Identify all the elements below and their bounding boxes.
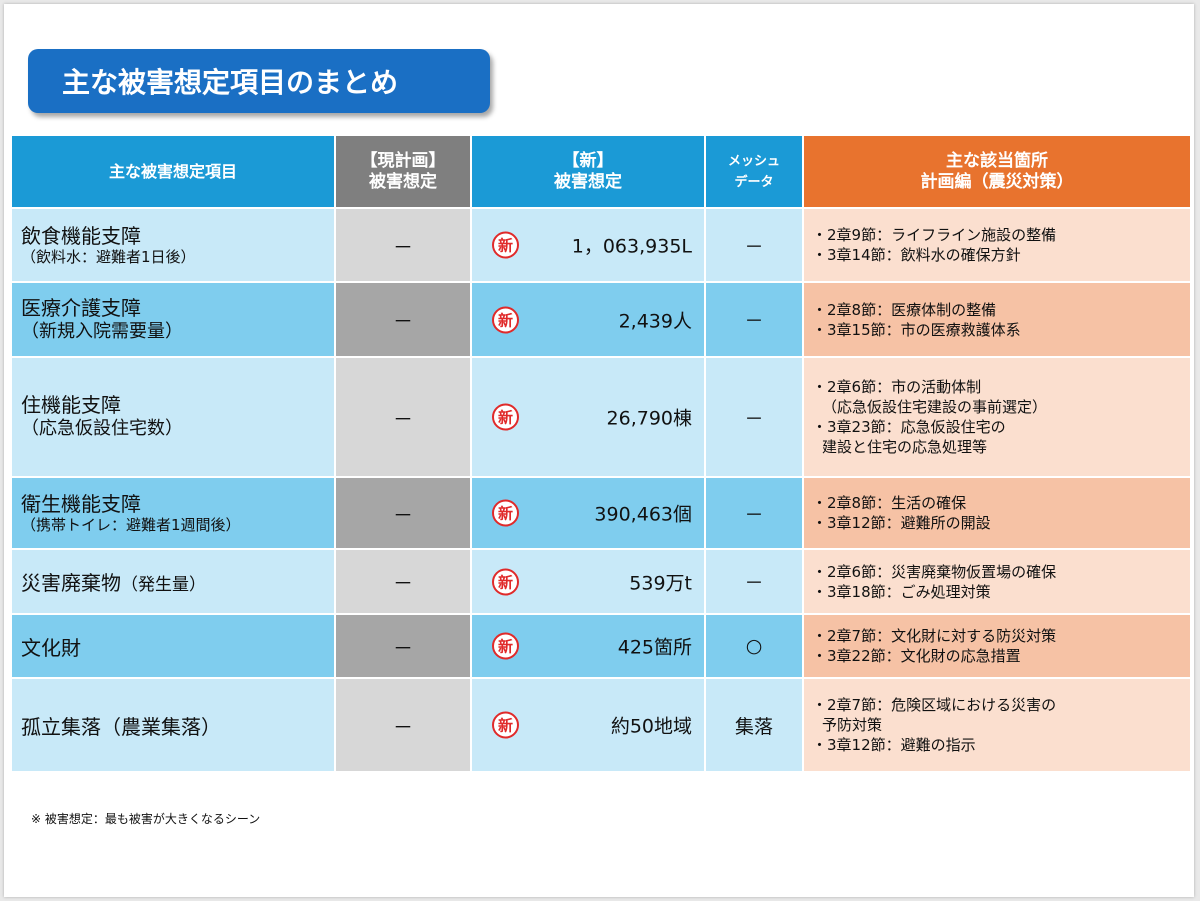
new-badge-icon: 新	[492, 403, 519, 431]
refs-cell: ・2章8節：生活の確保 ・3章12節：避難所の開設	[802, 476, 1192, 550]
table-header-row: 主な被害想定項目 【現計画】 被害想定 【新】 被害想定 メッシュ データ 主な該当箇…	[10, 134, 1192, 209]
new-value-cell: 新 約50地域	[470, 677, 706, 773]
new-value-cell: 新 1，063,935L	[470, 207, 706, 283]
new-value-cell: 新 425箇所	[470, 613, 706, 679]
new-value-cell: 新 26,790棟	[470, 356, 706, 478]
mesh-cell: －	[704, 356, 804, 478]
mesh-cell: ○	[704, 613, 804, 679]
current-cell: －	[334, 677, 472, 773]
mesh-cell: －	[704, 548, 804, 615]
table-row: 孤立集落（農業集落） － 新 約50地域 集落 ・2章7節：危険区域における災害…	[10, 677, 1192, 773]
header-refs: 主な該当箇所 計画編（震災対策）	[802, 134, 1192, 209]
refs-cell: ・2章9節：ライフライン施設の整備 ・3章14節：飲料水の確保方針	[802, 207, 1192, 283]
mesh-cell: 集落	[704, 677, 804, 773]
new-value-cell: 新 539万t	[470, 548, 706, 615]
refs-cell: ・2章7節：文化財に対する防災対策 ・3章22節：文化財の応急措置	[802, 613, 1192, 679]
current-cell: －	[334, 207, 472, 283]
item-cell: 住機能支障 （応急仮設住宅数）	[10, 356, 336, 478]
current-cell: －	[334, 356, 472, 478]
table-row: 飲食機能支障 （飲料水：避難者1日後） － 新 1，063,935L － ・2章…	[10, 207, 1192, 283]
header-new: 【新】 被害想定	[470, 134, 706, 209]
new-badge-icon: 新	[492, 231, 519, 259]
current-cell: －	[334, 281, 472, 358]
header-item: 主な被害想定項目	[10, 134, 336, 209]
item-cell: 文化財	[10, 613, 336, 679]
slide-title: 主な被害想定項目のまとめ	[28, 49, 490, 113]
current-cell: －	[334, 613, 472, 679]
current-cell: －	[334, 548, 472, 615]
table-row: 医療介護支障 （新規入院需要量） － 新 2,439人 － ・2章8節：医療体制…	[10, 281, 1192, 358]
new-badge-icon: 新	[492, 568, 519, 595]
refs-cell: ・2章6節：市の活動体制 （応急仮設住宅建設の事前選定） ・3章23節：応急仮設…	[802, 356, 1192, 478]
mesh-cell: －	[704, 281, 804, 358]
table-row: 衛生機能支障 （携帯トイレ：避難者1週間後） － 新 390,463個 － ・2…	[10, 476, 1192, 550]
new-badge-icon: 新	[492, 306, 519, 333]
refs-cell: ・2章8節：医療体制の整備 ・3章15節：市の医療救護体系	[802, 281, 1192, 358]
item-cell: 衛生機能支障 （携帯トイレ：避難者1週間後）	[10, 476, 336, 550]
new-badge-icon: 新	[492, 711, 519, 739]
item-cell: 飲食機能支障 （飲料水：避難者1日後）	[10, 207, 336, 283]
mesh-cell: －	[704, 476, 804, 550]
new-badge-icon: 新	[492, 499, 519, 527]
table-row: 文化財 － 新 425箇所 ○ ・2章7節：文化財に対する防災対策 ・3章22節：…	[10, 613, 1192, 679]
slide: 主な被害想定項目のまとめ 主な被害想定項目 【現計画】 被害想定 【新】 被害想定 …	[4, 4, 1194, 897]
damage-summary-table: 主な被害想定項目 【現計画】 被害想定 【新】 被害想定 メッシュ データ 主な該当箇…	[10, 134, 1192, 773]
table-row: 住機能支障 （応急仮設住宅数） － 新 26,790棟 － ・2章6節：市の活動…	[10, 356, 1192, 478]
refs-cell: ・2章7節：危険区域における災害の 予防対策 ・3章12節：避難の指示	[802, 677, 1192, 773]
refs-cell: ・2章6節：災害廃棄物仮置場の確保 ・3章18節：ごみ処理対策	[802, 548, 1192, 615]
item-cell: 医療介護支障 （新規入院需要量）	[10, 281, 336, 358]
item-cell: 孤立集落（農業集落）	[10, 677, 336, 773]
header-mesh: メッシュ データ	[704, 134, 804, 209]
new-value-cell: 新 390,463個	[470, 476, 706, 550]
table-row: 災害廃棄物（発生量） － 新 539万t － ・2章6節：災害廃棄物仮置場の確保…	[10, 548, 1192, 615]
item-cell: 災害廃棄物（発生量）	[10, 548, 336, 615]
mesh-cell: －	[704, 207, 804, 283]
header-current: 【現計画】 被害想定	[334, 134, 472, 209]
new-value-cell: 新 2,439人	[470, 281, 706, 358]
new-badge-icon: 新	[492, 632, 519, 660]
footnote: ※ 被害想定：最も被害が大きくなるシーン	[31, 812, 261, 826]
current-cell: －	[334, 476, 472, 550]
